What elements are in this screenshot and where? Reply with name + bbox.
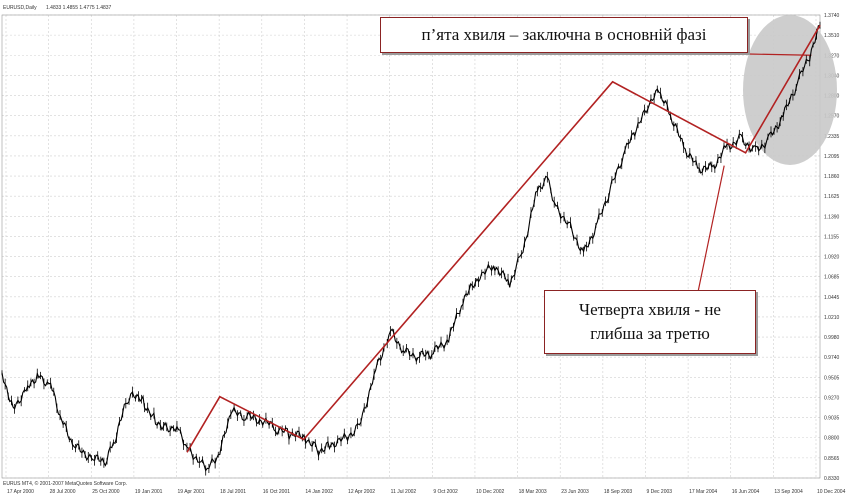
annotation-fourth-wave-line2: глибша за третю: [590, 324, 710, 343]
y-tick-label: 1.0920: [824, 255, 840, 261]
chart-header-ohlc: 1.4833 1.4855 1.4775 1.4837: [46, 5, 112, 11]
y-tick-label: 0.8800: [824, 436, 840, 442]
x-tick-label: 12 Apr 2002: [348, 489, 375, 495]
annotation-fifth-wave: п’ята хвиля – заключна в основній фазі: [380, 17, 748, 53]
annotation-fifth-wave-text: п’ята хвиля – заключна в основній фазі: [421, 25, 707, 44]
highlight-ellipse: [743, 15, 837, 165]
y-tick-label: 0.9035: [824, 416, 840, 422]
y-tick-label: 1.2095: [824, 154, 840, 160]
x-tick-label: 16 Jun 2004: [732, 489, 760, 495]
y-tick-label: 1.0210: [824, 315, 840, 321]
chart-grid: [1, 14, 821, 479]
x-tick-label: 17 Mar 2004: [689, 489, 717, 495]
y-tick-label: 1.1155: [824, 234, 839, 240]
y-tick-label: 1.2335: [824, 134, 840, 140]
y-tick-label: 0.9270: [824, 395, 840, 401]
x-tick-label: 19 Apr 2001: [178, 489, 205, 495]
chart-copyright: EURUS MT4, © 2001-2007 MetaQuotes Softwa…: [3, 480, 127, 487]
price-line: [1, 24, 821, 472]
x-tick-label: 25 Oct 2000: [92, 489, 119, 495]
annotation-pointers: [697, 53, 812, 293]
y-tick-label: 0.8330: [824, 476, 840, 482]
pointer-wave4: [697, 165, 725, 293]
x-tick-label: 18 Jul 2001: [220, 489, 246, 495]
plot-frame: [1, 14, 821, 479]
x-tick-label: 13 Sep 2004: [774, 489, 803, 495]
x-tick-label: 10 Dec 2002: [476, 489, 505, 495]
x-tick-label: 9 Oct 2002: [433, 489, 458, 495]
x-tick-label: 16 Oct 2001: [263, 489, 290, 495]
x-tick-label: 28 Jul 2000: [50, 489, 76, 495]
y-tick-label: 0.9980: [824, 335, 840, 341]
wave-lines: [186, 24, 821, 453]
y-tick-label: 1.1390: [824, 214, 840, 220]
y-tick-label: 0.9505: [824, 375, 840, 381]
annotation-fourth-wave-line1: Четверта хвиля - не: [579, 300, 721, 319]
y-tick-label: 1.3510: [824, 33, 840, 39]
x-tick-label: 17 Apr 2000: [7, 489, 34, 495]
price-series: [1, 21, 821, 476]
y-tick-label: 0.9740: [824, 355, 840, 361]
pointer-wave5: [747, 53, 812, 56]
x-tick-label: 18 Sep 2003: [604, 489, 633, 495]
y-tick-label: 1.1860: [824, 174, 840, 180]
x-tick-label: 14 Jan 2002: [305, 489, 333, 495]
chart-header-symbol: EURUSD,Daily: [3, 5, 37, 11]
x-tick-label: 18 Mar 2003: [519, 489, 547, 495]
x-axis-labels: 17 Apr 2000 28 Jul 2000 25 Oct 2000 19 Jan …: [7, 489, 846, 495]
x-tick-label: 11 Jul 2002: [391, 489, 417, 495]
y-tick-label: 1.1625: [824, 194, 840, 200]
x-tick-label: 23 Jun 2003: [561, 489, 589, 495]
y-tick-label: 1.0445: [824, 295, 840, 301]
elliott-wave-line: [186, 24, 821, 453]
x-tick-label: 10 Dec 2004: [817, 489, 846, 495]
y-tick-label: 1.0685: [824, 275, 840, 281]
x-tick-label: 9 Dec 2003: [646, 489, 672, 495]
annotation-fourth-wave: Четверта хвиля - не глибша за третю: [544, 290, 756, 354]
y-tick-label: 1.3740: [824, 13, 840, 19]
y-tick-label: 0.8565: [824, 456, 840, 462]
x-tick-label: 19 Jan 2001: [135, 489, 163, 495]
